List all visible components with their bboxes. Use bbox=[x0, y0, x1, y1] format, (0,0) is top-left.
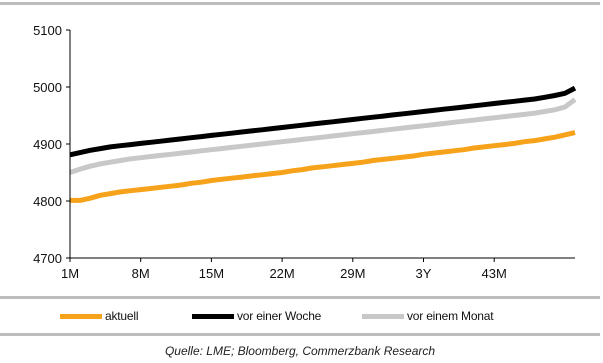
x-tick-label: 43M bbox=[482, 266, 507, 281]
legend-label-vor-einem-monat: vor einem Monat bbox=[407, 309, 494, 323]
series-line-aktuell bbox=[70, 130, 576, 203]
y-tick-label: 4800 bbox=[33, 194, 62, 209]
legend-swatch-aktuell bbox=[60, 313, 102, 319]
series-layer bbox=[69, 85, 577, 203]
x-tick-label: 22M bbox=[269, 266, 294, 281]
x-tick-label: 3Y bbox=[416, 266, 432, 281]
y-tick-label: 4700 bbox=[33, 251, 62, 266]
legend-swatch-vor-einem-monat bbox=[362, 313, 404, 319]
legend-item-vor-einem-monat: vor einem Monat bbox=[362, 304, 494, 328]
series-line-vor-einer-woche bbox=[69, 85, 577, 158]
y-tick-label: 5100 bbox=[33, 23, 62, 38]
legend: aktuell vor einer Woche vor einem Monat bbox=[0, 304, 600, 328]
series-line-vor-einem-monat bbox=[69, 97, 577, 175]
legend-item-aktuell: aktuell bbox=[60, 304, 138, 328]
source-note: Quelle: LME; Bloomberg, Commerzbank Rese… bbox=[164, 344, 436, 358]
legend-label-vor-einer-woche: vor einer Woche bbox=[237, 309, 322, 323]
legend-item-vor-einer-woche: vor einer Woche bbox=[192, 304, 321, 328]
x-tick-label: 1M bbox=[61, 266, 79, 281]
top-rule bbox=[0, 2, 600, 5]
bottom-rule bbox=[0, 333, 600, 336]
legend-swatch-vor-einer-woche bbox=[192, 313, 234, 319]
x-tick-label: 8M bbox=[132, 266, 150, 281]
x-tick-label: 29M bbox=[340, 266, 365, 281]
x-tick-label: 15M bbox=[199, 266, 224, 281]
y-tick-label: 4900 bbox=[33, 137, 62, 152]
mid-rule bbox=[0, 296, 600, 299]
legend-label-aktuell: aktuell bbox=[105, 309, 139, 323]
y-tick-label: 5000 bbox=[33, 80, 62, 95]
